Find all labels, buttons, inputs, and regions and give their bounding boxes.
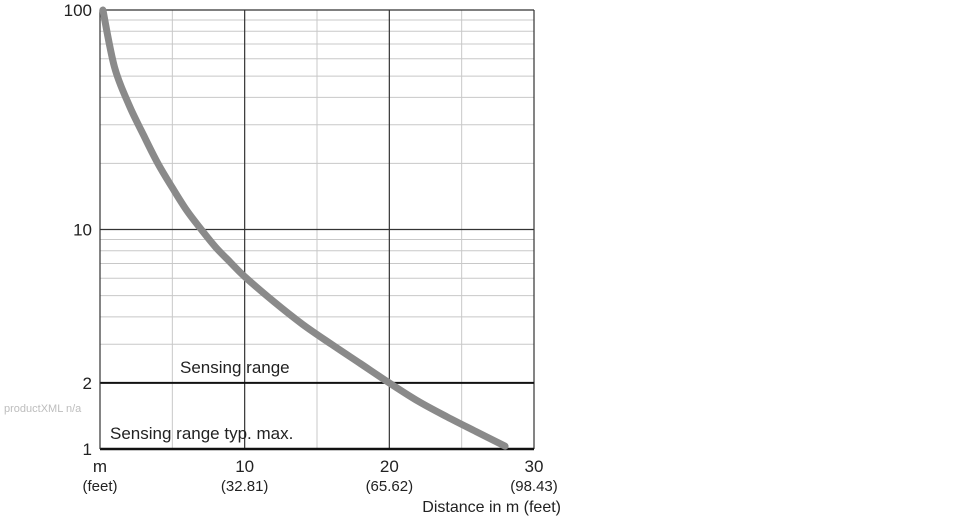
minor-gridlines <box>100 10 534 449</box>
x-tick-sublabel: (65.62) <box>366 478 414 495</box>
y-tick-label: 100 <box>64 1 92 20</box>
series-line <box>99 6 509 450</box>
y-tick-label: 2 <box>83 374 92 393</box>
x-tick-label: 20 <box>380 457 399 476</box>
annotation-label: Sensing range <box>180 358 290 377</box>
annotations: Sensing range Sensing range typ. max. <box>110 358 293 443</box>
watermark-text: productXML n/a <box>4 403 82 415</box>
x-tick-label: 30 <box>525 457 544 476</box>
x-tick-label: m <box>93 457 107 476</box>
y-tick-labels: 1 2 10 100 <box>64 1 92 459</box>
x-tick-sublabel: (98.43) <box>510 478 558 495</box>
x-tick-sublabel: (32.81) <box>221 478 269 495</box>
y-tick-label: 1 <box>83 440 92 459</box>
x-tick-label: 10 <box>235 457 254 476</box>
x-tick-sublabel: (feet) <box>82 478 117 495</box>
series-layer <box>99 6 509 450</box>
major-gridlines <box>100 9 535 449</box>
x-tick-labels: m (feet) 10 (32.81) 20 (65.62) 30 (98.43) <box>82 457 557 495</box>
x-axis-title: Distance in m (feet) <box>422 499 561 516</box>
y-tick-label: 10 <box>73 221 92 240</box>
annotation-label: Sensing range typ. max. <box>110 424 293 443</box>
